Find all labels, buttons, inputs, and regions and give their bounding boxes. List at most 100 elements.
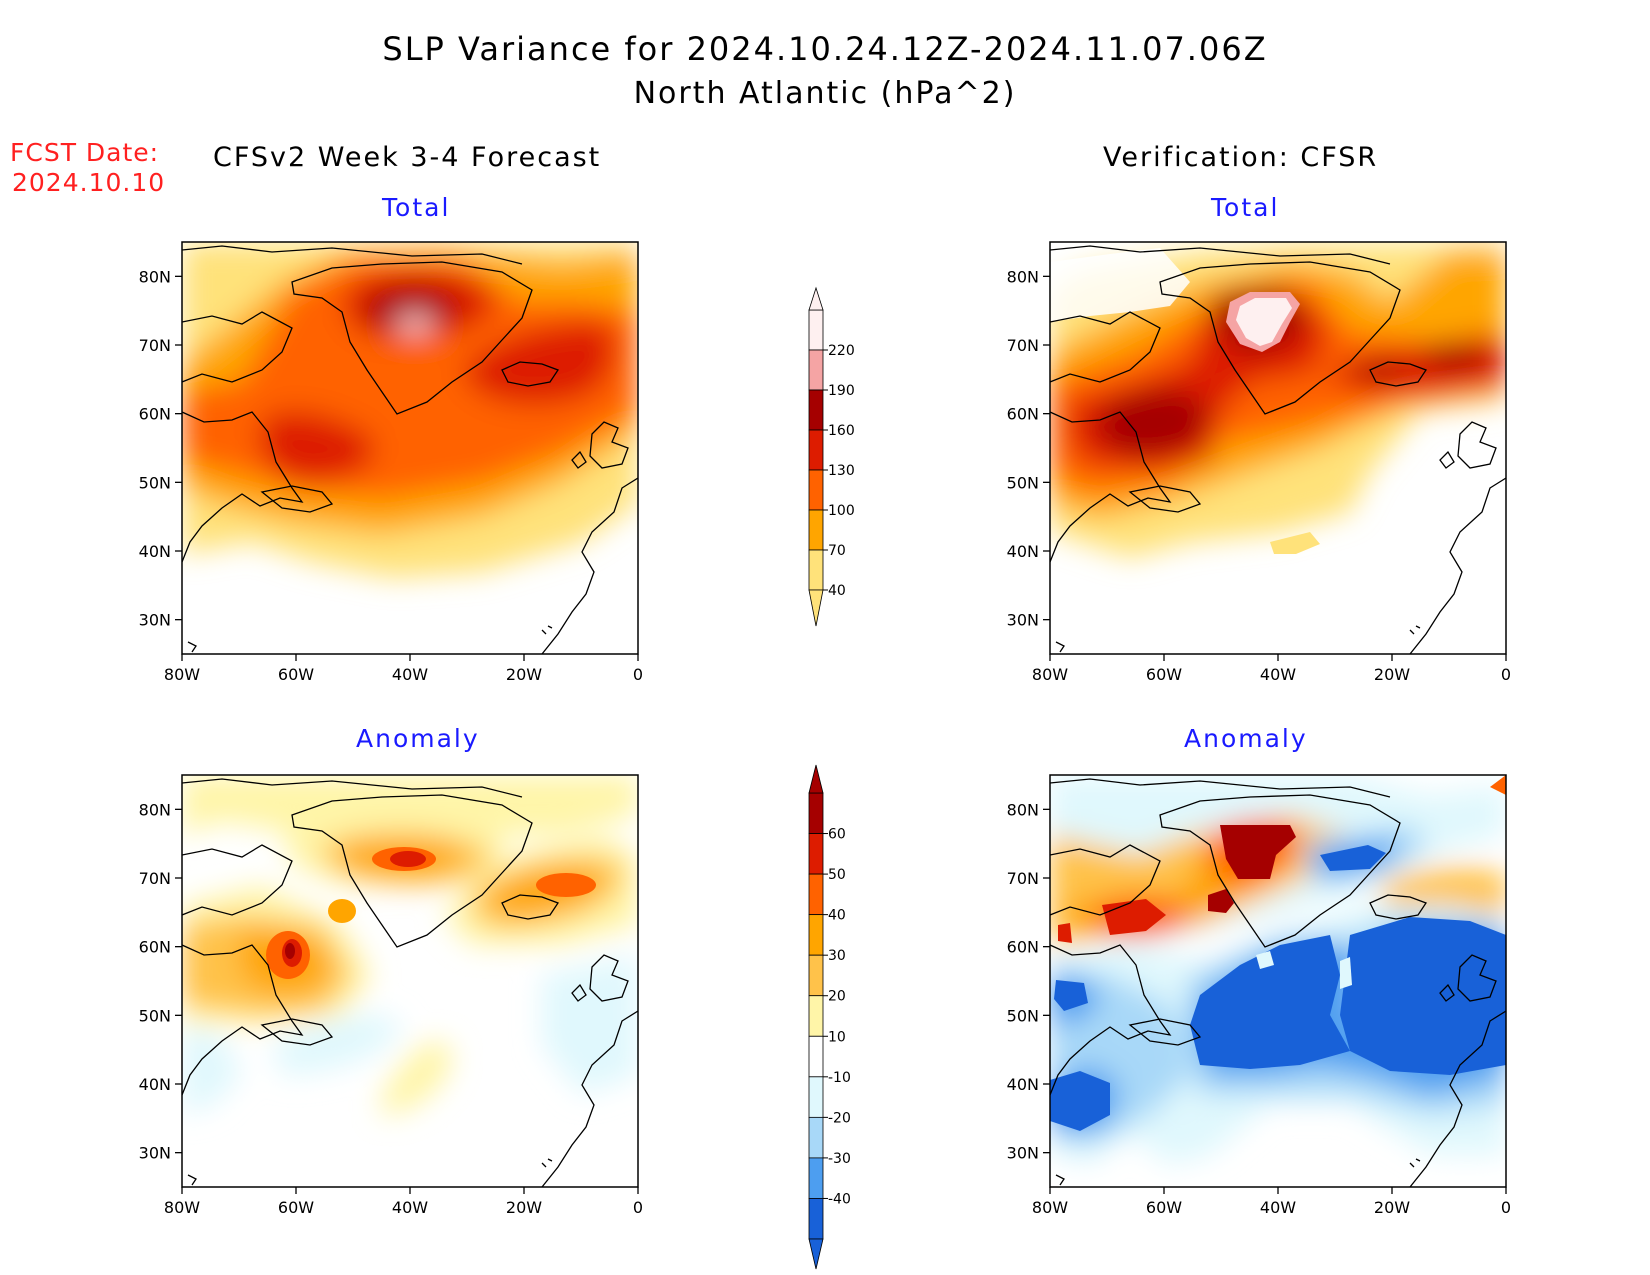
lon-tick-label: 0 (633, 665, 643, 684)
lat-tick-label: 80N (139, 800, 171, 819)
lat-tick-label: 40N (1007, 1075, 1039, 1094)
lon-tick-label: 20W (1374, 1198, 1410, 1217)
lon-tick-label: 60W (278, 665, 314, 684)
lat-tick-label: 50N (139, 1006, 171, 1025)
lon-tick-label: 0 (633, 1198, 643, 1217)
lat-tick-label: 50N (139, 473, 171, 492)
colorbar-swatch (808, 469, 824, 511)
colorbar-swatch (808, 833, 824, 875)
colorbar-label: 40 (828, 908, 846, 924)
verification-total-map (1049, 241, 1507, 655)
verification-anomaly-title: Anomaly (1184, 724, 1308, 753)
lat-tick-label: 70N (1007, 869, 1039, 888)
colorbar-label: 220 (828, 343, 855, 359)
lat-tick-label: 30N (139, 611, 171, 630)
lat-tick-label: 60N (1007, 938, 1039, 957)
colorbar-swatch (808, 914, 824, 956)
lon-tick-label: 40W (392, 1198, 428, 1217)
lon-tick-label: 0 (1501, 665, 1511, 684)
lat-tick-label: 70N (1007, 336, 1039, 355)
main-title: SLP Variance for 2024.10.24.12Z-2024.11.… (382, 30, 1268, 68)
colorbar-label: 100 (828, 503, 855, 519)
lat-tick-label: 80N (1007, 267, 1039, 286)
colorbar-label: 190 (828, 383, 855, 399)
colorbar-swatch (808, 1157, 824, 1199)
lat-tick-label: 40N (1007, 542, 1039, 561)
colorbar-label: 70 (828, 543, 846, 559)
anomaly-colorbar: 60 50 40 30 20 10 -10 -20 -30 -40 (808, 764, 851, 1270)
lat-tick-label: 70N (139, 336, 171, 355)
verification-heading: Verification: CFSR (1103, 142, 1379, 173)
lat-tick-label: 30N (139, 1144, 171, 1163)
main-subtitle: North Atlantic (hPa^2) (633, 76, 1017, 111)
colorbar-top-arrow (808, 764, 824, 794)
lon-tick-label: 40W (392, 665, 428, 684)
colorbar-label: 10 (828, 1029, 846, 1045)
colorbar-label: 30 (828, 948, 846, 964)
lat-tick-label: 80N (139, 267, 171, 286)
colorbar-swatch (808, 792, 824, 834)
lat-tick-label: 70N (139, 869, 171, 888)
colorbar-swatch (808, 995, 824, 1037)
lon-tick-label: 80W (164, 1198, 200, 1217)
colorbar-label: -10 (828, 1070, 851, 1086)
colorbar-swatch (808, 1116, 824, 1159)
forecast-anomaly-map (181, 774, 639, 1188)
colorbar-swatch (808, 873, 824, 916)
colorbar-label: -40 (828, 1191, 851, 1207)
colorbar-label: 40 (828, 583, 846, 599)
forecast-total-map (181, 241, 639, 655)
lon-tick-label: 60W (1146, 1198, 1182, 1217)
forecast-heading: CFSv2 Week 3-4 Forecast (213, 142, 602, 173)
map-axes: 80W 60W 40W 20W 0 80N 70N 60N 50N 40N 30N 80W 60W 40W… (139, 267, 1511, 1217)
colorbar-swatch (808, 509, 824, 551)
lon-tick-label: 0 (1501, 1198, 1511, 1217)
lat-tick-label: 30N (1007, 611, 1039, 630)
colorbar-label: -30 (828, 1151, 851, 1167)
colorbar-bottom-arrow (808, 1238, 824, 1270)
forecast-date-label: FCST Date: (10, 138, 160, 167)
colorbar-swatch (808, 429, 824, 471)
lon-tick-label: 40W (1260, 665, 1296, 684)
lat-tick-label: 40N (139, 1075, 171, 1094)
lon-tick-label: 80W (164, 665, 200, 684)
lon-tick-label: 60W (278, 1198, 314, 1217)
forecast-total-title: Total (382, 193, 451, 222)
lon-tick-label: 20W (506, 665, 542, 684)
colorbar-label: -20 (828, 1110, 851, 1126)
lat-tick-label: 60N (139, 938, 171, 957)
colorbar-swatch (808, 349, 824, 391)
colorbar-swatch (808, 389, 824, 431)
lon-tick-label: 80W (1032, 665, 1068, 684)
lon-tick-label: 60W (1146, 665, 1182, 684)
colorbar-label: 60 (828, 827, 846, 843)
lat-tick-label: 50N (1007, 1006, 1039, 1025)
forecast-date-value: 2024.10.10 (12, 168, 166, 197)
lat-tick-label: 60N (1007, 405, 1039, 424)
colorbar-swatch (808, 1198, 824, 1240)
verification-total-title: Total (1211, 193, 1280, 222)
lon-tick-label: 80W (1032, 1198, 1068, 1217)
lat-tick-label: 30N (1007, 1144, 1039, 1163)
lat-tick-label: 40N (139, 542, 171, 561)
colorbar-swatch (808, 309, 824, 351)
total-colorbar: 220 190 160 130 100 70 40 (808, 286, 855, 627)
colorbar-swatch (808, 1035, 824, 1078)
colorbar-bottom-arrow (808, 589, 824, 627)
colorbar-swatch (808, 549, 824, 591)
colorbar-top-arrow (808, 286, 824, 311)
lon-tick-label: 20W (1374, 665, 1410, 684)
lon-tick-label: 20W (506, 1198, 542, 1217)
verification-anomaly-map (1049, 774, 1507, 1188)
lat-tick-label: 50N (1007, 473, 1039, 492)
colorbar-swatch (808, 1076, 824, 1118)
colorbar-label: 20 (828, 989, 846, 1005)
lon-tick-label: 40W (1260, 1198, 1296, 1217)
colorbar-label: 50 (828, 867, 846, 883)
colorbar-label: 160 (828, 423, 855, 439)
colorbar-label: 130 (828, 463, 855, 479)
lat-tick-label: 60N (139, 405, 171, 424)
colorbar-swatch (808, 954, 824, 997)
lat-tick-label: 80N (1007, 800, 1039, 819)
